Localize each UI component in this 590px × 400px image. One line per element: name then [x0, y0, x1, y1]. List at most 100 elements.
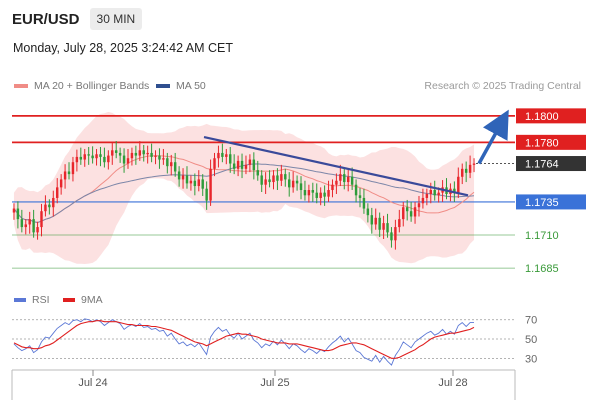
candle [260, 170, 263, 192]
candle-body [114, 150, 118, 153]
candle [103, 147, 106, 168]
candle-body [335, 180, 338, 185]
candle [409, 201, 413, 222]
candle [114, 141, 118, 159]
candle-body [103, 156, 106, 163]
candle-body [52, 197, 55, 208]
candle [158, 148, 161, 169]
candle-body [40, 211, 43, 228]
level-label-support: 1.1685 [525, 263, 559, 275]
candle [20, 209, 24, 233]
candle [291, 171, 295, 193]
candle-body [472, 163, 476, 165]
timeframe-badge[interactable]: 30 MIN [89, 8, 143, 30]
candle [71, 156, 75, 182]
candle-body [225, 154, 228, 157]
candle-body [362, 197, 366, 209]
candle [331, 179, 334, 198]
candle-body [107, 155, 110, 163]
legend-ma20-label: MA 20 + Bollinger Bands [34, 80, 150, 92]
candle [138, 141, 142, 161]
candle [386, 213, 389, 238]
candle [272, 170, 275, 190]
candle [335, 173, 338, 194]
candle [59, 174, 63, 195]
candle-body [378, 217, 381, 230]
candle-body [433, 190, 436, 196]
candle [327, 180, 330, 202]
candle-body [284, 174, 287, 180]
candle-body [154, 155, 157, 157]
candle-body [358, 195, 362, 198]
candle [48, 199, 51, 215]
candle [197, 170, 200, 192]
candle [264, 172, 267, 194]
candle-body [299, 183, 303, 191]
candle [248, 154, 252, 173]
candle [118, 147, 122, 163]
candle [229, 146, 232, 173]
candle [134, 145, 138, 165]
candle-body [118, 152, 122, 156]
ma50-line [13, 163, 475, 224]
candle [193, 173, 197, 196]
candle-body [12, 208, 16, 213]
candle-body [327, 190, 330, 197]
rsi-tick-label: 30 [525, 353, 537, 365]
candle [209, 159, 212, 206]
candle [87, 146, 90, 165]
candle-body [437, 192, 440, 196]
candles-layer [12, 141, 476, 250]
level-tag-resistance [516, 134, 586, 150]
moving-averages-layer [13, 155, 475, 224]
candle-body [170, 162, 173, 167]
level-label-pivot: 1.1735 [525, 197, 559, 209]
candle-body [402, 207, 405, 220]
candle-body [87, 154, 90, 156]
rsi-series-9ma [13, 320, 475, 359]
bollinger-band-layer [13, 111, 475, 265]
candle-body [268, 179, 271, 183]
legend-9ma: 9MA [63, 294, 103, 306]
candle [358, 188, 362, 208]
candle-body [421, 197, 425, 204]
candle [319, 187, 322, 206]
candle [295, 175, 299, 191]
candle [79, 147, 83, 165]
level-labels-layer: 1.1800 1.1780 1.1764 1.1735 1.1710 1.1685 [516, 108, 586, 275]
level-label-resistance: 1.1780 [525, 137, 559, 149]
candle-body [417, 203, 421, 208]
candle-body [366, 208, 370, 216]
candle [374, 208, 377, 230]
candle [405, 199, 409, 221]
candle [52, 190, 55, 217]
candle-body [429, 190, 432, 194]
candle-body [205, 188, 208, 201]
candle [95, 148, 98, 166]
candle [44, 195, 47, 217]
rsi-panel: 70 50 30 [12, 315, 537, 366]
candle [315, 183, 318, 204]
candle-body [79, 156, 83, 160]
candle-body [343, 174, 346, 183]
candle-body [256, 170, 259, 176]
candle [83, 148, 86, 167]
candle-body [142, 150, 145, 155]
candle [421, 188, 425, 209]
candle [232, 154, 236, 175]
candle-body [173, 162, 177, 172]
datetime-label: Monday, July 28, 2025 3:24:42 AM CET [13, 41, 234, 55]
candle-body [209, 168, 212, 201]
candle [91, 146, 94, 164]
candle [240, 153, 244, 179]
candle-body [146, 152, 149, 155]
candle [166, 152, 169, 174]
candle-body [468, 164, 472, 173]
overlay-layer [203, 109, 509, 197]
candle-body [181, 175, 185, 180]
candle [99, 146, 102, 167]
candle [366, 203, 370, 223]
candle-body [122, 155, 126, 164]
candle-body [229, 154, 232, 164]
